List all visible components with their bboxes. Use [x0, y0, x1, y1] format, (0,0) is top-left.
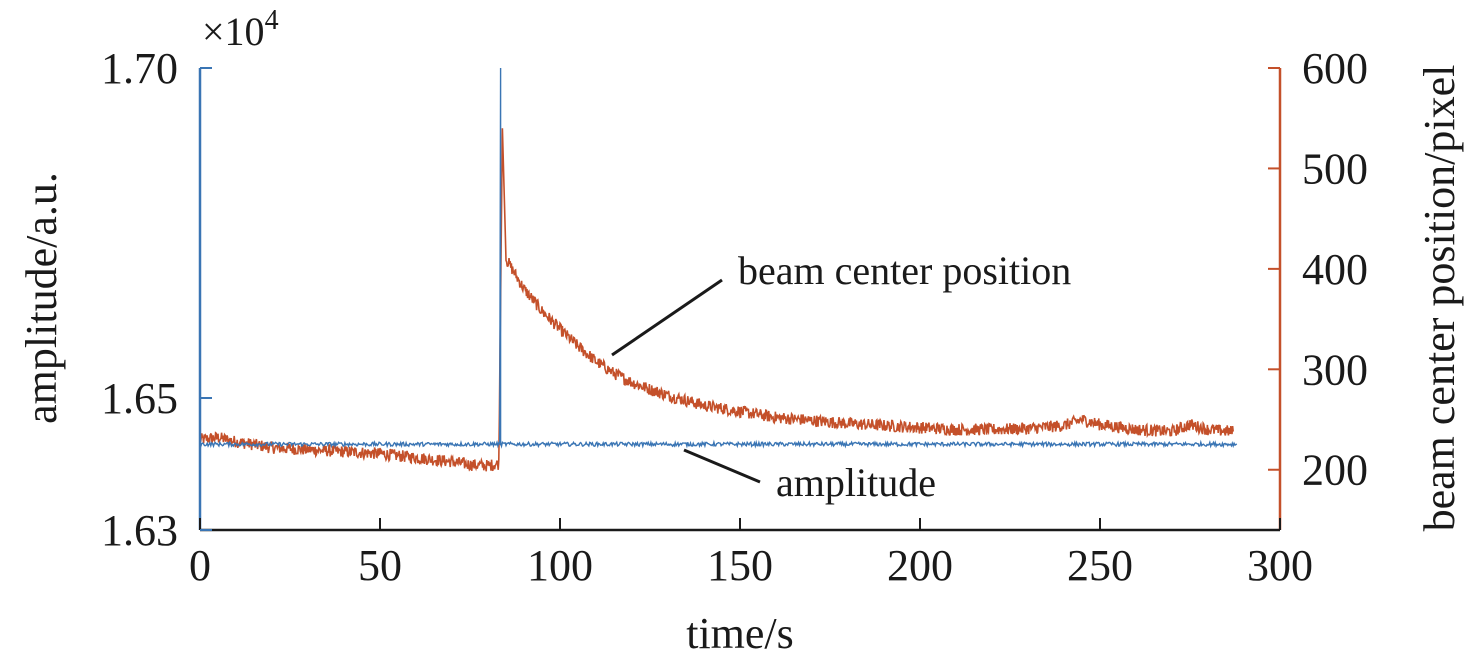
axes: 0 50 100 150 200 250 300 1.63 1.65 1.70 200 300 400 5… [101, 44, 1368, 590]
x-axis-title: time/s [686, 609, 794, 656]
annotation-leader-beam [611, 278, 723, 357]
amplitude-line [199, 67, 1238, 449]
left-axis-multiplier: ×104 [202, 5, 279, 54]
x-tick-label: 0 [189, 541, 211, 590]
x-tick-label: 200 [887, 541, 953, 590]
y-right-tick-label: 200 [1302, 446, 1368, 495]
y-axis-right-title: beam center position/pixel [1415, 65, 1464, 532]
x-tick-label: 50 [358, 541, 402, 590]
x-tick-label: 250 [1067, 541, 1133, 590]
annotation-leader-amplitude [683, 448, 761, 484]
y-right-tick-label: 400 [1302, 245, 1368, 294]
y-axis-left-title: amplitude/a.u. [17, 172, 66, 424]
x-tick-label: 100 [527, 541, 593, 590]
y-left-tick-label: 1.65 [101, 374, 178, 423]
y-right-tick-label: 500 [1302, 144, 1368, 193]
y-left-tick-label: 1.63 [101, 506, 178, 555]
annotation-amplitude: amplitude [776, 460, 936, 505]
beam-center-position-line [199, 128, 1234, 472]
y-right-tick-label: 600 [1302, 44, 1368, 93]
plot-lines [199, 67, 1238, 472]
annotation-beam-center-position: beam center position [738, 248, 1071, 293]
x-tick-label: 300 [1247, 541, 1313, 590]
y-left-tick-label: 1.70 [101, 44, 178, 93]
labels: ×104 time/s amplitude/a.u. beam center p… [17, 5, 1464, 656]
y-right-tick-label: 300 [1302, 345, 1368, 394]
x-tick-label: 150 [707, 541, 773, 590]
